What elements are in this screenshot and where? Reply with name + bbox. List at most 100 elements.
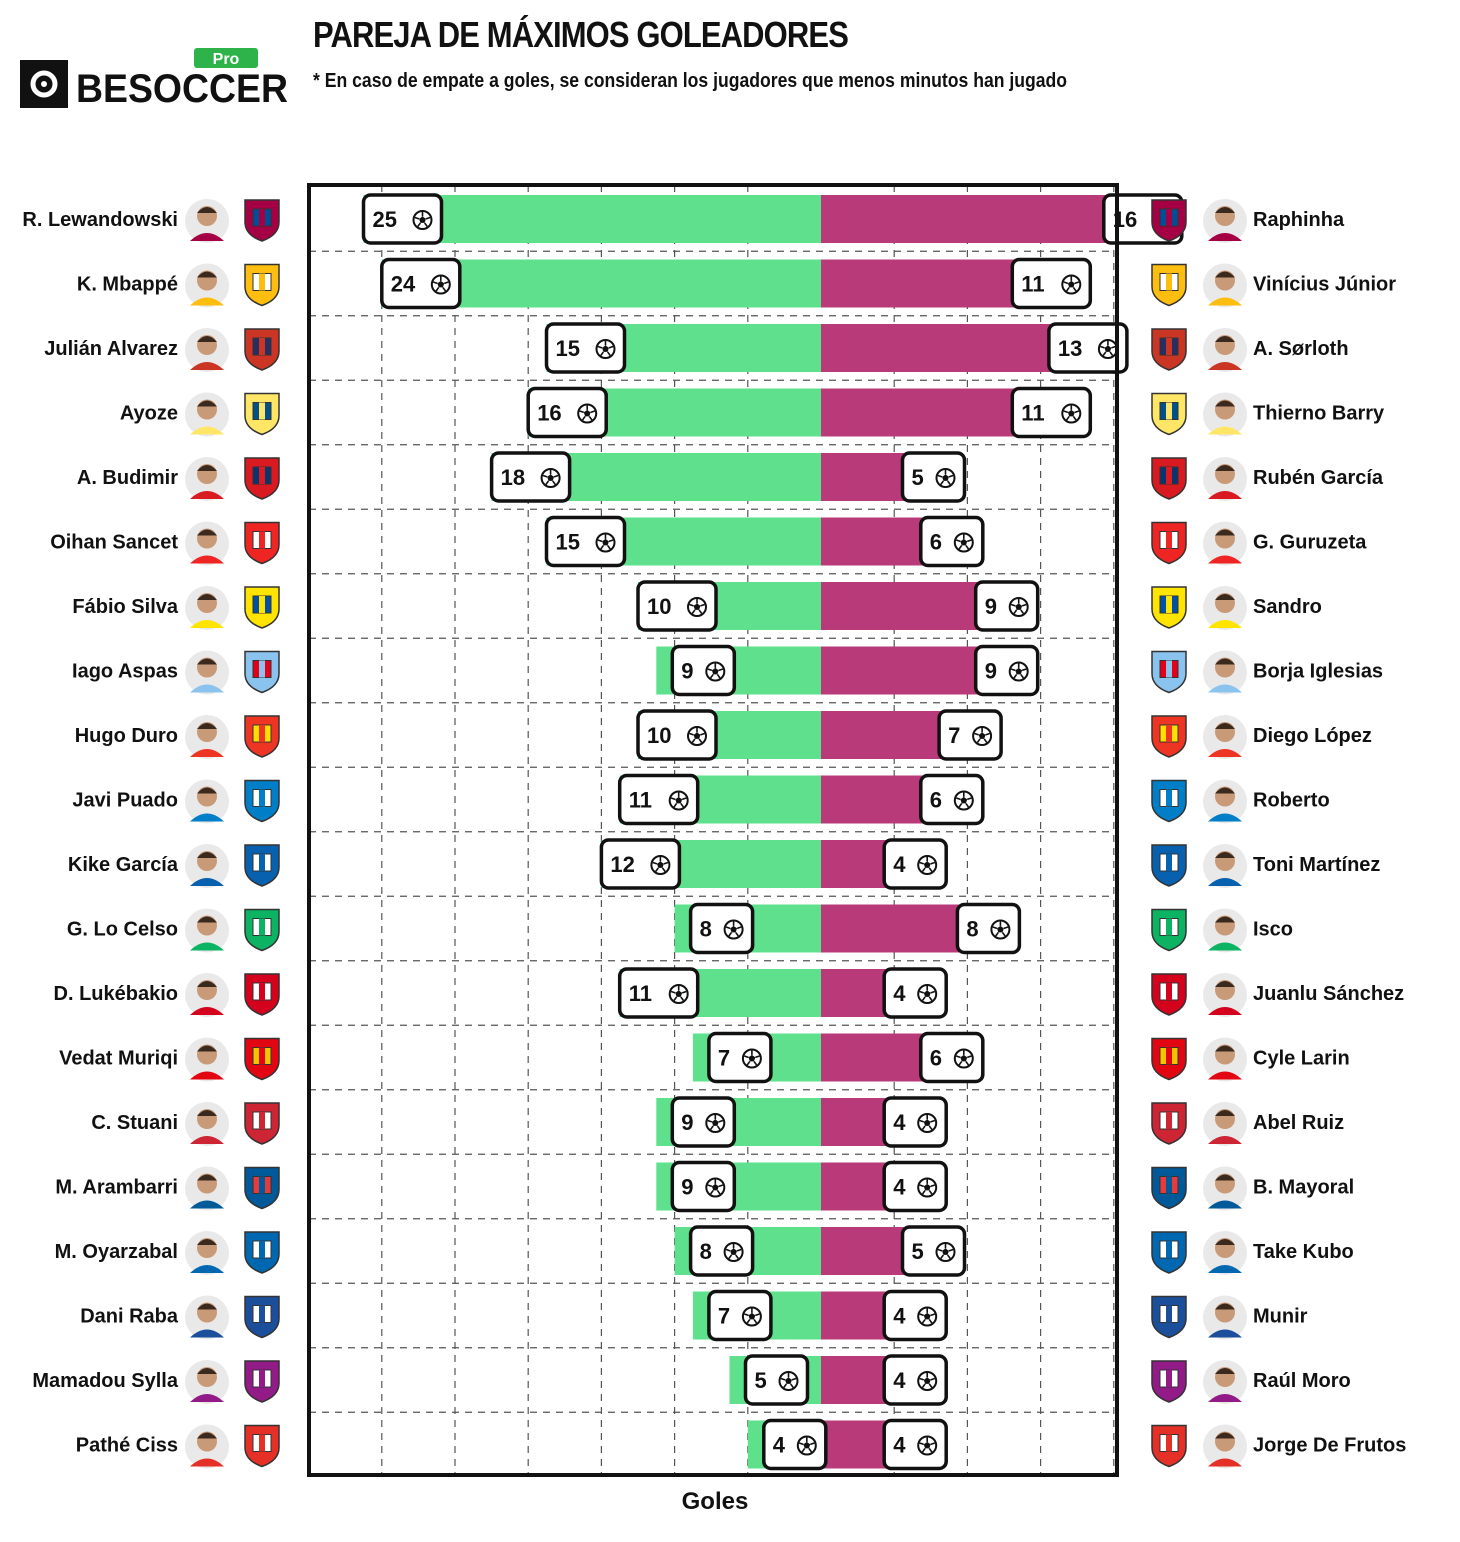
left-player-name: C. Stuani: [91, 1112, 178, 1134]
soccer-ball-icon: [430, 274, 451, 295]
left-value-label: 25: [361, 193, 444, 245]
value-label-text: 8: [700, 917, 712, 942]
club-crest-icon: [1151, 392, 1187, 436]
player-avatar-icon: [185, 844, 229, 888]
value-label-text: 24: [391, 272, 416, 297]
chart-subtitle: * En caso de empate a goles, se consider…: [313, 70, 1068, 92]
soccer-ball-icon: [917, 855, 938, 875]
plot-area: [309, 185, 1117, 1475]
soccer-ball-icon: [953, 532, 974, 553]
right-value-label: 6: [919, 515, 985, 568]
player-avatar-icon: [1203, 844, 1247, 888]
player-avatar-icon: [1203, 1166, 1247, 1211]
player-avatar-icon: [1203, 457, 1247, 501]
soccer-ball-icon: [990, 919, 1011, 940]
soccer-ball-icon: [972, 726, 993, 746]
club-crest-icon: [1151, 457, 1187, 500]
club-crest-icon: [244, 521, 280, 565]
player-avatar-icon: [185, 263, 229, 308]
player-avatar-icon: [1203, 1295, 1247, 1340]
player-avatar-icon: [1203, 521, 1247, 566]
club-crest-icon: [1151, 1424, 1187, 1468]
club-crest-icon: [244, 650, 280, 694]
soccer-ball-icon: [650, 855, 671, 875]
value-label-text: 4: [893, 981, 906, 1006]
player-avatar-icon: [1203, 908, 1247, 953]
club-crest-icon: [244, 457, 280, 500]
soccer-ball-icon: [917, 1435, 938, 1456]
value-label-text: 9: [985, 659, 997, 684]
right-value-label: 4: [882, 967, 948, 1019]
value-label-text: 9: [985, 594, 997, 619]
soccer-ball-icon: [1008, 661, 1029, 682]
value-label-text: 7: [718, 1046, 730, 1071]
right-bar: [821, 775, 931, 824]
value-label-box: [973, 644, 1040, 697]
value-label-box: [688, 1225, 755, 1277]
value-label-box: [919, 1031, 985, 1084]
player-avatar-icon: [1203, 1037, 1247, 1082]
soccer-ball-icon: [917, 1371, 938, 1391]
player-avatar-icon: [1203, 586, 1247, 630]
value-label-text: 4: [773, 1433, 786, 1458]
right-value-label: 11: [1010, 386, 1093, 439]
club-crest-icon: [244, 973, 280, 1016]
left-player-name: G. Lo Celso: [67, 919, 178, 941]
soccer-ball-icon: [577, 403, 598, 424]
right-player-name: Cyle Larin: [1253, 1048, 1350, 1070]
right-player-name: Isco: [1253, 919, 1293, 941]
right-value-label: 4: [882, 1160, 948, 1213]
value-label-box: [617, 773, 700, 826]
chart-title: PAREJA DE MÁXIMOS GOLEADORES: [313, 14, 849, 55]
right-bar: [821, 1291, 895, 1340]
right-value-label: 6: [919, 773, 985, 826]
player-avatar-icon: [1203, 973, 1247, 1017]
club-crest-icon: [1151, 521, 1187, 565]
value-label-box: [882, 1289, 948, 1342]
player-avatar-icon: [185, 973, 229, 1017]
left-player-name: A. Budimir: [77, 467, 178, 489]
left-player-name: Iago Aspas: [72, 661, 178, 683]
value-label-box: [882, 967, 948, 1019]
right-bar: [821, 1356, 895, 1404]
value-label-text: 16: [537, 401, 561, 426]
player-avatar-icon: [1203, 1231, 1247, 1275]
left-value-label: 7: [707, 1289, 773, 1342]
club-crest-icon: [244, 263, 280, 307]
right-player-name: Raúl Moro: [1253, 1370, 1351, 1392]
soccer-ball-icon: [723, 1242, 744, 1262]
right-player-name: Sandro: [1253, 596, 1322, 618]
left-value-label: 11: [617, 773, 700, 826]
club-crest-icon: [244, 1231, 280, 1274]
club-crest-icon: [1151, 328, 1187, 371]
value-label-text: 5: [912, 465, 924, 490]
value-label-box: [544, 515, 627, 568]
left-player-name: Fábio Silva: [72, 596, 178, 618]
soccer-ball-icon: [595, 532, 616, 553]
right-player-name: Thierno Barry: [1253, 403, 1385, 425]
right-value-label: 4: [882, 1096, 948, 1148]
right-player-name: A. Sørloth: [1253, 338, 1349, 360]
value-label-box: [599, 838, 682, 890]
right-bar: [821, 1227, 913, 1275]
value-label-text: 11: [1021, 401, 1044, 426]
value-label-box: [1010, 386, 1093, 439]
value-label-box: [707, 1289, 773, 1342]
player-avatar-icon: [1203, 328, 1247, 372]
soccer-ball-icon: [705, 1177, 726, 1198]
player-avatar-icon: [1203, 1102, 1247, 1146]
soccer-ball-icon: [1061, 274, 1082, 295]
player-avatar-icon: [185, 521, 229, 566]
soccer-ball-icon: [741, 1048, 762, 1069]
value-label-box: [900, 451, 967, 503]
left-value-label: 15: [544, 322, 627, 374]
value-label-text: 8: [700, 1239, 712, 1264]
player-avatar-icon: [185, 715, 229, 759]
player-avatar-icon: [185, 392, 229, 437]
soccer-ball-icon: [540, 468, 561, 488]
left-player-name: Javi Puado: [72, 790, 178, 812]
left-player-name: Pathé Ciss: [76, 1435, 178, 1457]
value-label-box: [380, 257, 462, 310]
right-value-label: 4: [882, 1289, 948, 1342]
soccer-ball-icon: [917, 1306, 938, 1327]
